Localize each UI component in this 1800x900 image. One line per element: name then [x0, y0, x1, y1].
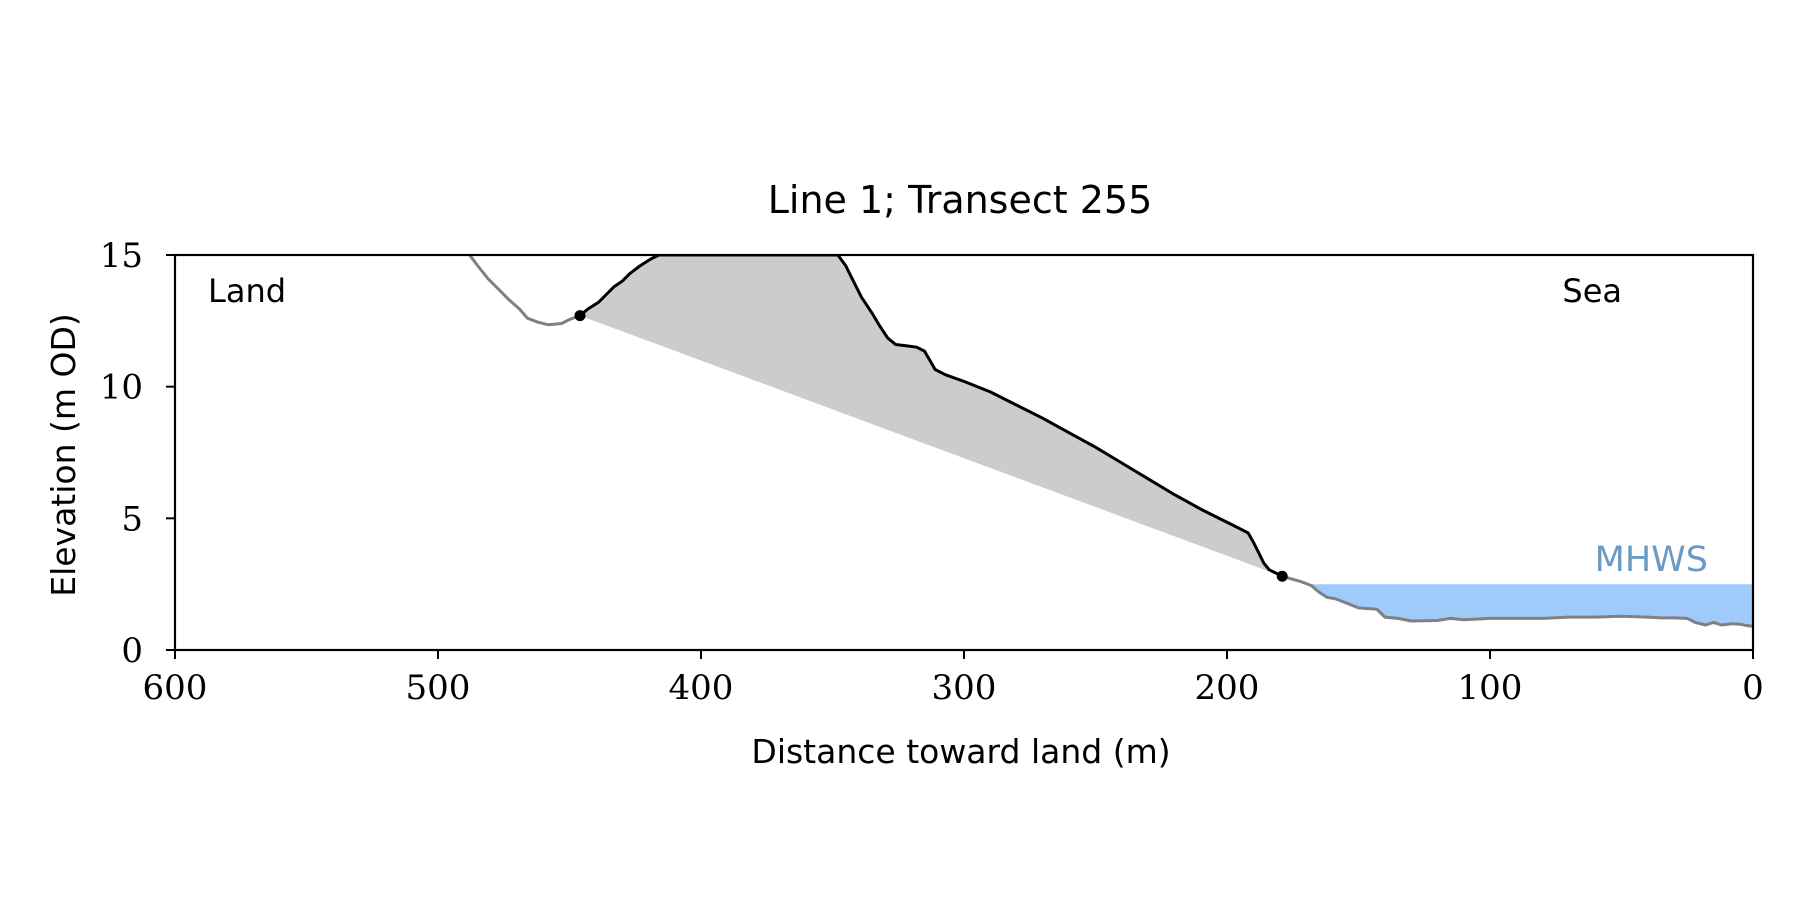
- profile-marker: [1276, 570, 1288, 582]
- y-tick-label: 15: [100, 236, 143, 276]
- x-tick-label: 600: [143, 668, 208, 708]
- x-axis: 600 500 400 300 200 100 0: [143, 650, 1764, 708]
- profile-shore-line: [1280, 574, 1753, 628]
- profile-marker: [574, 310, 586, 322]
- y-tick-label: 10: [100, 368, 143, 408]
- x-tick-label: 200: [1195, 668, 1260, 708]
- y-axis-label: Elevation (m OD): [44, 313, 83, 597]
- chart-title: Line 1; Transect 255: [768, 178, 1153, 222]
- x-tick-label: 500: [406, 668, 471, 708]
- mhws-water-fill: [1311, 584, 1753, 627]
- y-axis: 0 5 10 15: [100, 236, 175, 671]
- x-tick-label: 300: [932, 668, 997, 708]
- plot-area: [173, 253, 1755, 652]
- profile-cliff-line: [578, 255, 1284, 578]
- mhws-label: MHWS: [1595, 540, 1708, 580]
- x-tick-label: 400: [669, 668, 734, 708]
- x-tick-label: 100: [1458, 668, 1523, 708]
- x-axis-label: Distance toward land (m): [751, 732, 1170, 771]
- land-label: Land: [208, 272, 286, 310]
- profile-outer-line: [468, 255, 582, 327]
- shaded-region: [580, 255, 1283, 577]
- x-tick-label: 0: [1742, 668, 1764, 708]
- y-tick-label: 5: [121, 499, 143, 539]
- y-tick-label: 0: [121, 631, 143, 671]
- sea-label: Sea: [1562, 272, 1622, 310]
